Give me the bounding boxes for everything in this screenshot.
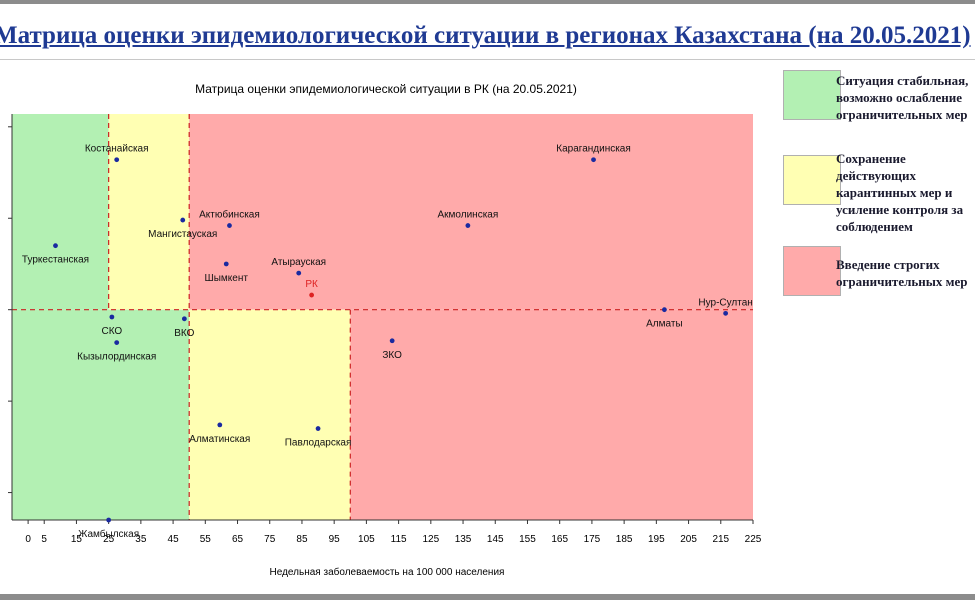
data-point: [315, 426, 321, 431]
zone-backgrounds: [12, 114, 753, 520]
x-tick-label: 165: [551, 534, 568, 545]
data-point: [217, 422, 223, 428]
legend-swatch-1: [783, 70, 841, 120]
zone-4: [189, 309, 351, 520]
zone-1: [108, 114, 190, 310]
point-label: Атырауская: [271, 257, 326, 268]
page-title: Матрица оценки эпидемиологической ситуац…: [0, 22, 971, 49]
point-label: ВКО: [174, 328, 194, 339]
x-tick-label: 195: [648, 534, 665, 545]
point-label: Алматинская: [189, 434, 250, 445]
data-point: [309, 292, 315, 298]
data-point: [109, 314, 115, 320]
point-label: Шымкент: [205, 273, 249, 284]
legend-label-line: усиление контроля за: [836, 202, 964, 217]
x-tick-label: 205: [680, 534, 697, 545]
point-label: Нур-Султан: [698, 297, 752, 308]
legend-label-line: возможно ослабление: [836, 90, 963, 105]
point-label: Костанайская: [85, 144, 149, 155]
point-label: ЗКО: [382, 350, 402, 361]
zone-5: [350, 309, 753, 520]
x-tick-label: 5: [41, 534, 47, 545]
point-label: Карагандинская: [556, 144, 631, 155]
legend-swatch-2: [783, 155, 841, 205]
x-tick-label: 135: [455, 534, 472, 545]
data-point: [591, 157, 596, 163]
x-tick-label: 15: [71, 534, 83, 545]
x-tick-label: 145: [487, 534, 504, 545]
window-frame-top: [0, 0, 975, 4]
point-label: Алматы: [646, 319, 683, 330]
x-tick-label: 0: [25, 534, 31, 545]
data-point: [465, 223, 471, 228]
x-tick-label: 65: [232, 534, 244, 545]
x-tick-label: 45: [168, 534, 180, 545]
chart-title: Матрица оценки эпидемиологической ситуац…: [195, 82, 577, 96]
legend-label-1: Ситуация стабильная, возможно ослабление о…: [836, 72, 968, 123]
point-label: Актюбинская: [199, 209, 260, 221]
data-point: [723, 310, 729, 316]
x-tick-label: 25: [103, 534, 115, 545]
window-frame-bottom: [0, 594, 975, 600]
legend-label-line: действующих: [836, 168, 916, 183]
legend-label-line: Введение строгих: [836, 257, 940, 272]
x-tick-label: 225: [745, 534, 762, 545]
legend-label-line: Ситуация стабильная,: [836, 73, 969, 88]
point-label: Кызылординская: [77, 352, 156, 363]
point-label: Туркестанская: [22, 255, 89, 266]
legend-label-line: Сохранение: [836, 151, 906, 166]
data-point: [53, 243, 58, 249]
legend-label-line: карантинных мер и: [836, 185, 953, 200]
legend-swatch-3: [783, 246, 841, 296]
data-point: [662, 307, 667, 313]
legend-label-2: Сохранение действующих карантинных мер и ус…: [836, 150, 963, 235]
data-point: [181, 316, 187, 322]
x-tick-label: 105: [358, 534, 375, 545]
x-tick-label: 95: [329, 534, 341, 545]
title-divider: [0, 59, 975, 60]
point-label: СКО: [102, 326, 123, 337]
axes: 0 5 15 25 35 45 55 65 75 85 95 105 115 125 135 145 155 16…: [8, 114, 762, 545]
legend-label-line: ограничительных мер: [836, 274, 968, 289]
data-points: Костанайская Карагандинская Мангистауская А…: [22, 144, 753, 540]
x-tick-label: 115: [391, 534, 407, 545]
x-tick-label: 185: [616, 534, 633, 545]
x-tick-label: 175: [584, 534, 601, 545]
threshold-lines: [12, 114, 753, 520]
data-point: [389, 338, 395, 344]
legend-label-line: ограничительных мер: [836, 107, 968, 122]
legend-label-3: Введение строгих ограничительных мер: [836, 256, 968, 290]
point-label: РК: [305, 279, 318, 290]
data-point: [223, 261, 229, 267]
x-axis-label: Недельная заболеваемость на 100 000 насе…: [270, 566, 505, 578]
data-point: [180, 217, 186, 223]
x-tick-label: 125: [422, 534, 439, 545]
legend-label-line: соблюдением: [836, 219, 913, 234]
data-point: [227, 223, 232, 228]
data-point: [114, 157, 120, 163]
point-label: Жамбылская: [78, 528, 139, 540]
x-tick-label: 155: [519, 534, 536, 545]
point-label: Павлодарская: [285, 438, 352, 449]
zone-2: [189, 114, 753, 310]
x-tick-label: 35: [135, 534, 147, 545]
point-label: Акмолинская: [437, 210, 498, 221]
x-tick-label: 85: [296, 534, 308, 545]
zone-3: [12, 309, 190, 520]
x-tick-label: 215: [712, 534, 729, 545]
x-tick-label: 55: [200, 534, 212, 545]
point-label: Мангистауская: [148, 229, 217, 240]
zone-0: [12, 114, 109, 310]
x-tick-label: 75: [264, 534, 276, 545]
data-point: [114, 340, 120, 346]
data-point: [296, 270, 302, 276]
data-point: [106, 517, 112, 523]
